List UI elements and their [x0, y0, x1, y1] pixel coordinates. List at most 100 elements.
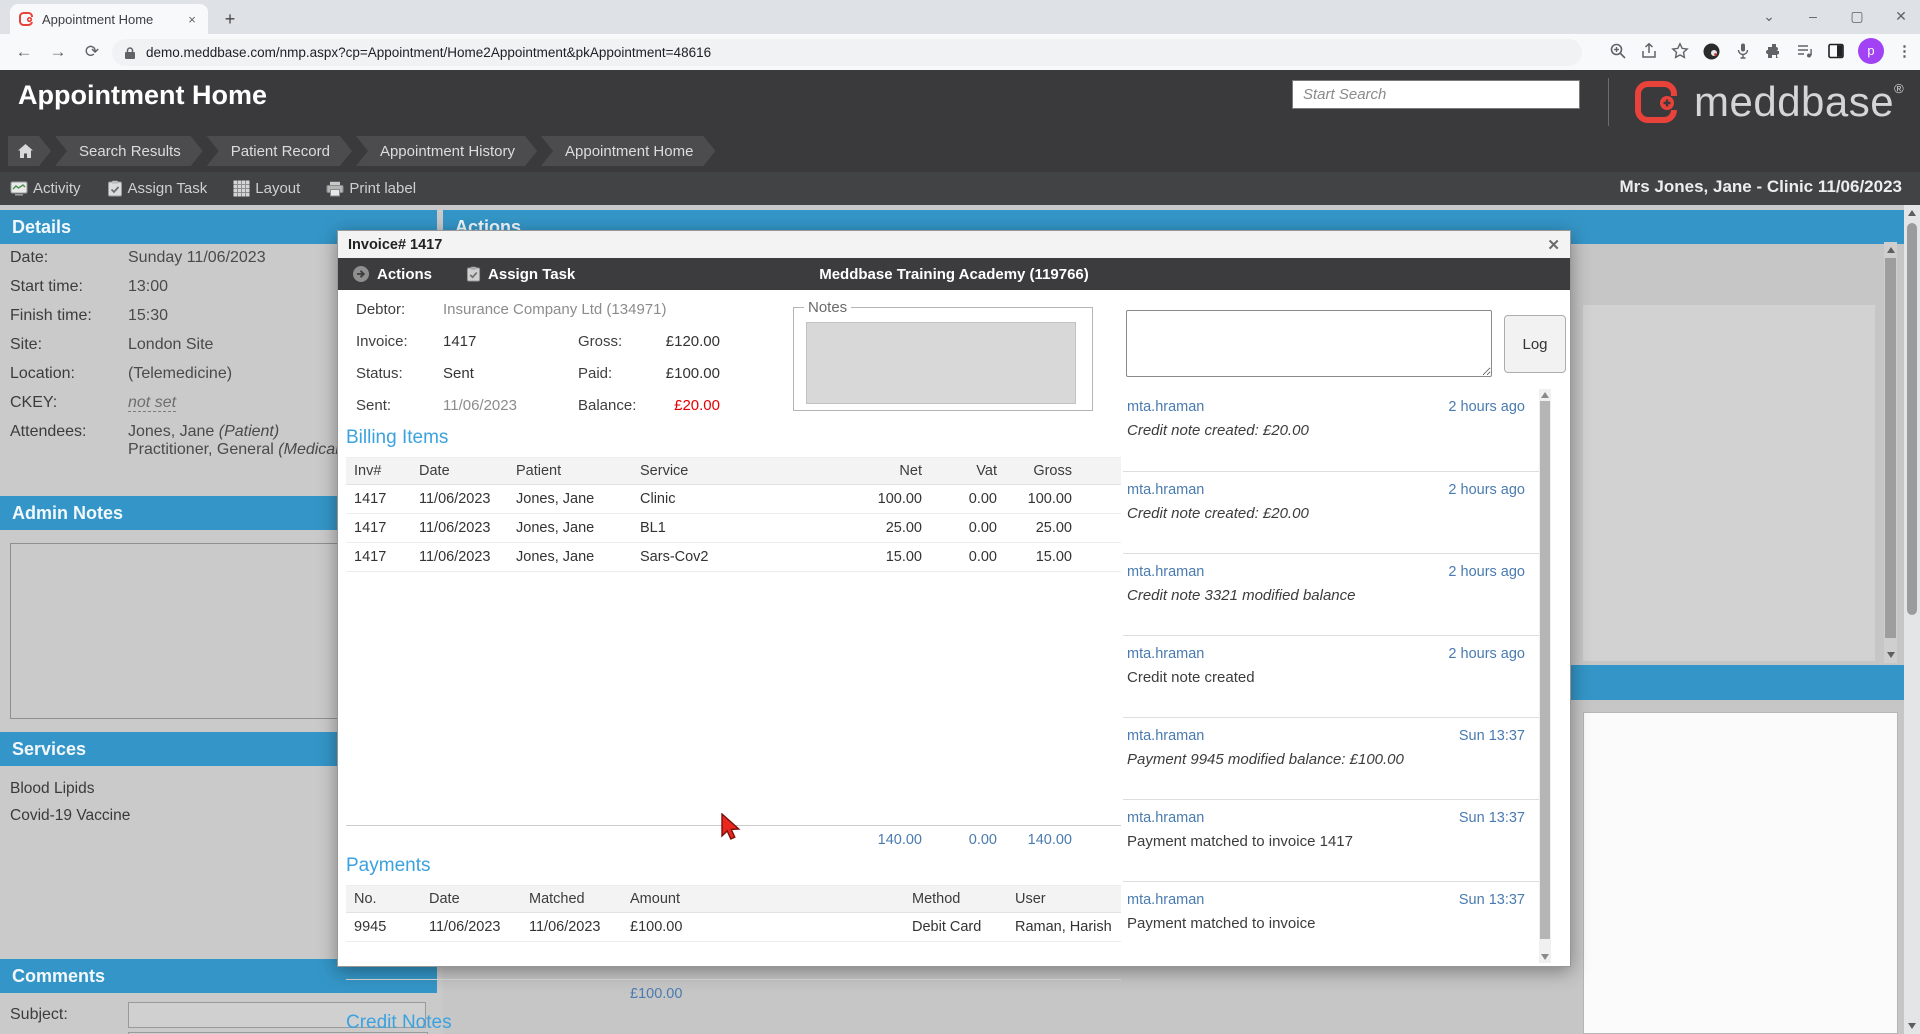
assign-task-icon	[466, 266, 481, 282]
log-message: Credit note created: £20.00	[1127, 422, 1309, 439]
log-entry: mta.hraman Sun 13:37 Payment matched to i…	[1123, 799, 1551, 881]
modal-assign-task-button[interactable]: Assign Task	[466, 266, 575, 283]
window-minimize-icon[interactable]: –	[1809, 8, 1817, 24]
notes-textarea[interactable]	[806, 322, 1076, 404]
log-input[interactable]	[1126, 310, 1492, 377]
modal-actions-button[interactable]: Actions	[352, 265, 432, 283]
window-close-icon[interactable]: ✕	[1895, 8, 1907, 24]
assign-task-button[interactable]: Assign Task	[107, 180, 207, 197]
layout-button[interactable]: Layout	[233, 180, 300, 197]
subject-label: Subject:	[10, 1006, 68, 1023]
log-user-link[interactable]: mta.hraman	[1127, 646, 1205, 662]
menu-dots-icon[interactable]: ⋮	[1897, 43, 1912, 60]
inner-scrollbar[interactable]	[1884, 242, 1897, 663]
detail-row-ckey: CKEY: not set	[10, 394, 177, 412]
main-content: Actions Details Date: Sunday 11/06/2023 …	[0, 205, 1920, 1034]
detail-row-site: Site: London Site	[10, 336, 214, 353]
new-tab-button[interactable]: +	[224, 9, 236, 29]
ckey-not-set-link[interactable]: not set	[128, 394, 177, 412]
payment-row[interactable]: 9945 11/06/2023 11/06/2023 £100.00 Debit…	[346, 912, 1121, 942]
forward-icon[interactable]: →	[49, 42, 67, 61]
breadcrumb-home[interactable]	[8, 136, 51, 166]
playlist-icon[interactable]	[1796, 42, 1814, 60]
log-entry: mta.hraman 2 hours ago Credit note create…	[1123, 389, 1551, 471]
window-maximize-icon[interactable]: ▢	[1850, 8, 1864, 24]
gross-label: Gross:	[578, 333, 623, 350]
url-bar[interactable]: demo.meddbase.com/nmp.aspx?cp=Appointmen…	[112, 39, 1582, 66]
log-user-link[interactable]: mta.hraman	[1127, 564, 1205, 580]
debtor-value: Insurance Company Ltd (134971)	[443, 301, 667, 318]
breadcrumb-search-results[interactable]: Search Results	[55, 136, 203, 166]
actions-subpanel	[1583, 305, 1875, 661]
breadcrumb-patient-record[interactable]: Patient Record	[207, 136, 352, 166]
log-user-link[interactable]: mta.hraman	[1127, 892, 1205, 908]
invoice-tables-pane: Billing Items Inv# Date Patient Service …	[346, 427, 1121, 1033]
activity-button[interactable]: Activity	[10, 180, 81, 197]
microphone-icon[interactable]	[1734, 42, 1752, 60]
actions-circle-arrow-icon	[353, 266, 369, 282]
log-scrollbar[interactable]	[1539, 389, 1551, 963]
modal-close-icon[interactable]: ✕	[1547, 236, 1560, 254]
service-item: Covid-19 Vaccine	[10, 807, 131, 824]
billing-total-gross: 140.00	[1027, 832, 1072, 848]
extension-cam-icon[interactable]	[1702, 42, 1721, 61]
zoom-icon[interactable]	[1609, 42, 1627, 60]
profile-avatar[interactable]: p	[1858, 38, 1884, 64]
log-entry: mta.hraman 2 hours ago Credit note create…	[1123, 471, 1551, 553]
invoice-value: 1417	[443, 333, 477, 350]
log-entry: mta.hraman 2 hours ago Credit note 3321 m…	[1123, 553, 1551, 635]
log-user-link[interactable]: mta.hraman	[1127, 482, 1205, 498]
log-user-link[interactable]: mta.hraman	[1127, 728, 1205, 744]
search-input[interactable]	[1292, 80, 1580, 109]
log-button[interactable]: Log	[1504, 315, 1566, 373]
browser-tab[interactable]: Appointment Home ×	[10, 4, 208, 34]
payments-totals: £100.00	[346, 979, 1121, 1008]
breadcrumb-appointment-home[interactable]: Appointment Home	[541, 136, 715, 166]
balance-label: Balance:	[578, 397, 637, 414]
sent-value: 11/06/2023	[443, 397, 517, 414]
log-message: Payment matched to invoice	[1127, 915, 1316, 932]
billing-row[interactable]: 1417 11/06/2023 Jones, Jane BL1 25.00 0.00 …	[346, 513, 1121, 543]
payments-total: £100.00	[630, 986, 683, 1002]
home-icon	[18, 144, 33, 158]
reading-mode-icon[interactable]	[1827, 42, 1845, 60]
comments-second-field[interactable]	[128, 1032, 428, 1034]
window-chevron-icon[interactable]: ⌄	[1763, 8, 1775, 24]
app-header: Appointment Home meddbase ® Search Resul…	[0, 70, 1920, 172]
log-time: 2 hours ago	[1448, 564, 1525, 580]
detail-row-start-time: Start time: 13:00	[10, 278, 169, 295]
log-message: Payment 9945 modified balance: £100.00	[1127, 751, 1404, 768]
print-label-button[interactable]: Print label	[326, 180, 416, 197]
log-user-link[interactable]: mta.hraman	[1127, 810, 1205, 826]
breadcrumb-appointment-history[interactable]: Appointment History	[356, 136, 537, 166]
brand-name: meddbase	[1694, 78, 1895, 125]
log-time: Sun 13:37	[1458, 728, 1525, 744]
lock-icon	[124, 46, 136, 60]
back-icon[interactable]: ←	[15, 42, 33, 61]
details-panel-title: Details	[12, 216, 72, 237]
log-message: Credit note 3321 modified balance	[1127, 587, 1356, 604]
page-scrollbar[interactable]	[1904, 205, 1920, 1034]
meddbase-logo: meddbase ®	[1632, 78, 1904, 126]
bookmark-star-icon[interactable]	[1671, 42, 1689, 60]
browser-tabstrip: Appointment Home × + ⌄ – ▢ ✕	[0, 0, 1920, 34]
activity-icon	[10, 181, 28, 196]
extensions-puzzle-icon[interactable]	[1765, 42, 1783, 60]
detail-row-date: Date: Sunday 11/06/2023	[10, 249, 266, 266]
log-message: Payment matched to invoice 1417	[1127, 833, 1353, 850]
log-entry: mta.hraman 2 hours ago Credit note create…	[1123, 635, 1551, 717]
assign-task-icon	[107, 180, 122, 197]
billing-total-net: 140.00	[877, 832, 922, 848]
tab-close-icon[interactable]: ×	[188, 11, 196, 27]
log-user-link[interactable]: mta.hraman	[1127, 399, 1205, 415]
billing-row[interactable]: 1417 11/06/2023 Jones, Jane Clinic 100.00 0…	[346, 484, 1121, 514]
subject-input[interactable]	[128, 1002, 426, 1028]
browser-navbar: ← → ⟳ demo.meddbase.com/nmp.aspx?cp=Appo…	[0, 34, 1920, 70]
header-divider	[1608, 78, 1609, 126]
reload-icon[interactable]: ⟳	[84, 42, 100, 61]
share-icon[interactable]	[1640, 42, 1658, 60]
billing-row[interactable]: 1417 11/06/2023 Jones, Jane Sars-Cov2 15.0…	[346, 542, 1121, 572]
payments-table: No. Date Matched Amount Method User 9945…	[346, 885, 1121, 942]
modal-titlebar: Invoice# 1417 ✕	[338, 231, 1570, 258]
services-title: Services	[12, 738, 87, 759]
